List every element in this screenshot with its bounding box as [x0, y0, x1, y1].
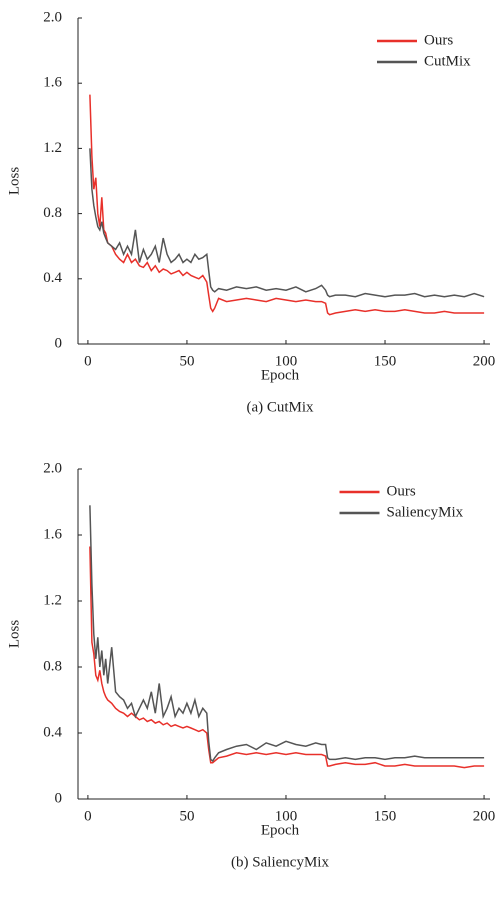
y-tick-label: 0 [55, 790, 63, 806]
x-tick-label: 200 [473, 353, 496, 369]
x-axis-label: Epoch [261, 367, 300, 383]
loss-line [89, 94, 485, 316]
x-tick-label: 100 [275, 353, 298, 369]
x-tick-label: 100 [275, 808, 298, 824]
x-tick-label: 0 [84, 808, 92, 824]
x-tick-label: 150 [374, 353, 397, 369]
y-tick-label: 0.4 [43, 270, 62, 286]
y-axis-label: Loss [6, 620, 22, 649]
loss-line [89, 148, 485, 298]
legend-label: Ours [424, 32, 453, 48]
loss-line [89, 546, 485, 769]
caption: (b) SaliencyMix [231, 854, 329, 870]
legend-label: CutMix [424, 53, 471, 69]
x-tick-label: 0 [84, 353, 92, 369]
y-tick-label: 0.8 [43, 205, 62, 221]
x-tick-label: 50 [179, 808, 194, 824]
x-tick-label: 50 [179, 353, 194, 369]
x-tick-label: 200 [473, 808, 496, 824]
y-tick-label: 1.2 [43, 140, 62, 156]
x-tick-label: 150 [374, 808, 397, 824]
loss-line [89, 505, 485, 763]
y-tick-label: 0.4 [43, 724, 62, 740]
caption: (a) CutMix [246, 399, 314, 415]
y-tick-label: 1.6 [43, 75, 62, 91]
y-axis-label: Loss [6, 167, 22, 196]
y-tick-label: 0 [55, 335, 63, 351]
y-tick-label: 0.8 [43, 658, 62, 674]
y-tick-label: 1.2 [43, 592, 62, 608]
x-axis-label: Epoch [261, 822, 300, 838]
legend-label: Ours [387, 483, 416, 499]
y-tick-label: 1.6 [43, 526, 62, 542]
legend-label: SaliencyMix [387, 504, 464, 520]
y-tick-label: 2.0 [43, 460, 62, 476]
y-tick-label: 2.0 [43, 9, 62, 25]
